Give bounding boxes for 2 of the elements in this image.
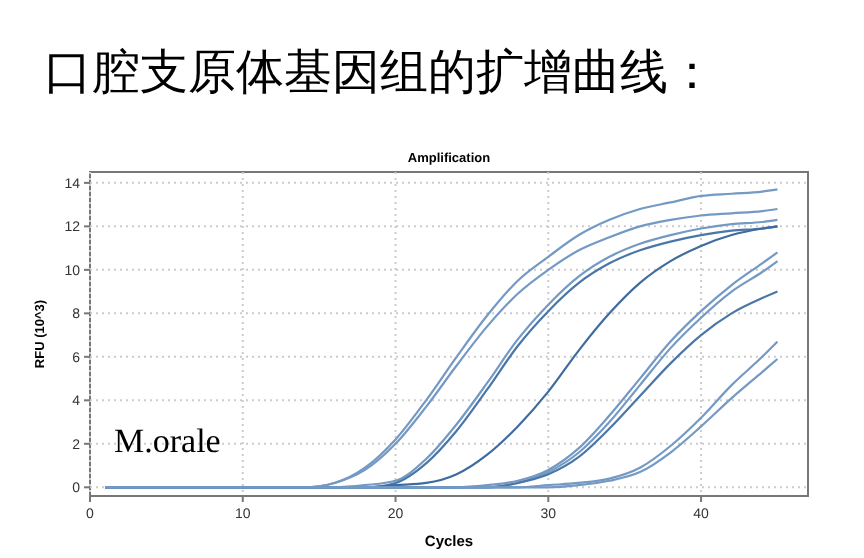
chart-title: 口腔支原体基因组的扩增曲线： [44, 44, 716, 100]
annotation: M.orale [114, 422, 221, 460]
